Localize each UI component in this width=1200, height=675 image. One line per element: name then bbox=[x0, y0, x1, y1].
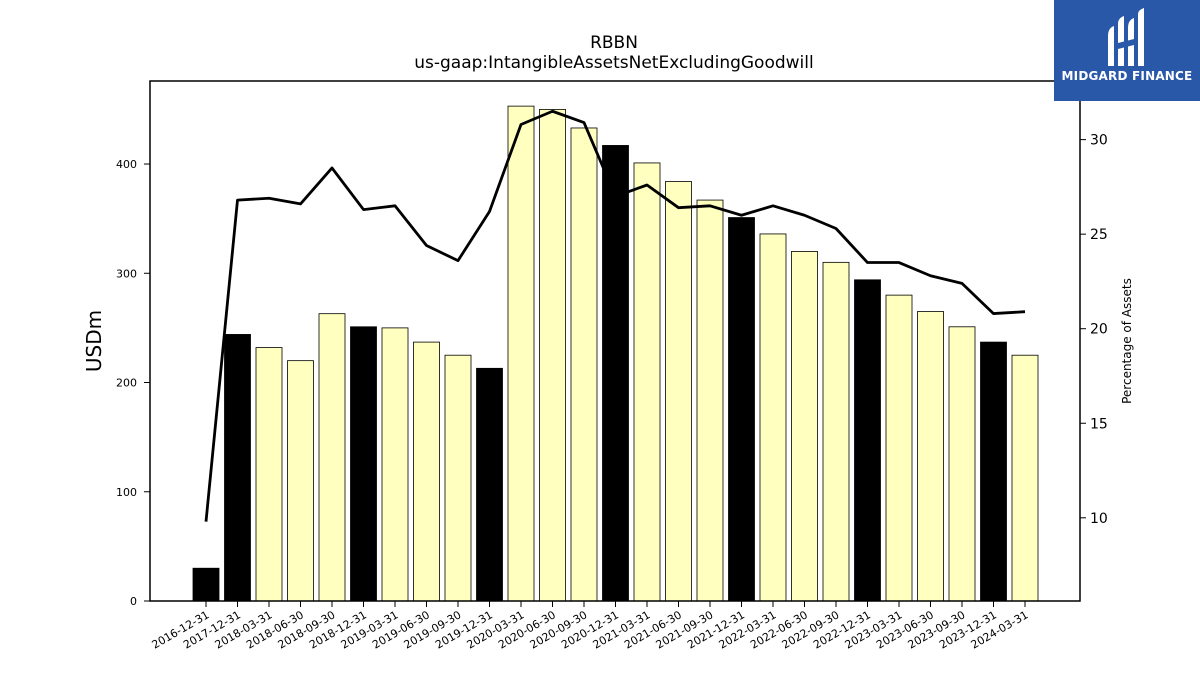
bar-2023-09-30 bbox=[948, 326, 976, 602]
bar-2019-12-31 bbox=[476, 367, 503, 602]
y-tick-label: 300 bbox=[116, 267, 137, 280]
bar-2021-12-31 bbox=[728, 217, 755, 602]
bar-2020-03-31 bbox=[507, 105, 535, 602]
y-tick-label: 0 bbox=[130, 595, 137, 608]
bar-2018-09-30 bbox=[318, 313, 346, 602]
bar-2023-03-31 bbox=[885, 294, 913, 602]
logo-mark-icon bbox=[1108, 8, 1144, 66]
bar-2021-03-31 bbox=[633, 162, 661, 602]
bar-2018-06-30 bbox=[287, 360, 314, 602]
y2-tick-label: 30 bbox=[1090, 133, 1108, 149]
bar-2020-09-30 bbox=[570, 127, 598, 602]
y-axis-right: 10 15 20 25 30 bbox=[1080, 133, 1108, 527]
y-tick-label: 400 bbox=[116, 158, 137, 171]
chart-subtitle: us-gaap:IntangibleAssetsNetExcludingGood… bbox=[414, 53, 813, 73]
bar-2022-09-30 bbox=[822, 261, 850, 602]
bar-2023-06-30 bbox=[917, 311, 944, 602]
bar-2021-06-30 bbox=[665, 181, 692, 602]
y2-tick-label: 10 bbox=[1090, 511, 1108, 527]
bar-2019-03-31 bbox=[381, 327, 409, 602]
bar-2020-06-30 bbox=[539, 109, 566, 602]
brand-logo: MIDGARD FINANCE bbox=[1054, 0, 1200, 101]
bar-2021-09-30 bbox=[696, 199, 724, 602]
bar-2020-12-31 bbox=[602, 145, 629, 602]
y2-tick-label: 20 bbox=[1090, 322, 1108, 338]
bar-2018-03-31 bbox=[255, 347, 283, 602]
bar-2023-12-31 bbox=[980, 341, 1007, 602]
bar-2022-06-30 bbox=[791, 251, 818, 602]
y2-tick-label: 25 bbox=[1090, 227, 1108, 243]
y-axis-left: 0 100 200 300 400 bbox=[116, 158, 150, 608]
bar-2019-06-30 bbox=[413, 341, 440, 602]
y2-axis-label: Percentage of Assets bbox=[1120, 278, 1134, 404]
bar-2022-12-31 bbox=[854, 279, 881, 602]
line-series bbox=[204, 109, 1026, 522]
bar-2019-09-30 bbox=[444, 354, 472, 602]
x-axis: 2016-12-312017-12-312018-03-312018-06-30… bbox=[150, 601, 1031, 652]
logo-text: MIDGARD FINANCE bbox=[1061, 69, 1193, 83]
y2-tick-label: 15 bbox=[1090, 416, 1108, 432]
y-axis-label: USDm bbox=[82, 310, 106, 372]
bar-series bbox=[192, 105, 1039, 602]
bar-2022-03-31 bbox=[759, 233, 787, 602]
bar-2016-12-31 bbox=[192, 567, 220, 602]
bar-2018-12-31 bbox=[350, 326, 377, 602]
bar-2017-12-31 bbox=[224, 334, 251, 602]
bar-2024-03-31 bbox=[1011, 354, 1039, 602]
y-tick-label: 200 bbox=[116, 377, 137, 390]
chart-title: RBBN bbox=[590, 33, 638, 53]
percentage-line bbox=[204, 109, 1026, 522]
y-tick-label: 100 bbox=[116, 486, 137, 499]
